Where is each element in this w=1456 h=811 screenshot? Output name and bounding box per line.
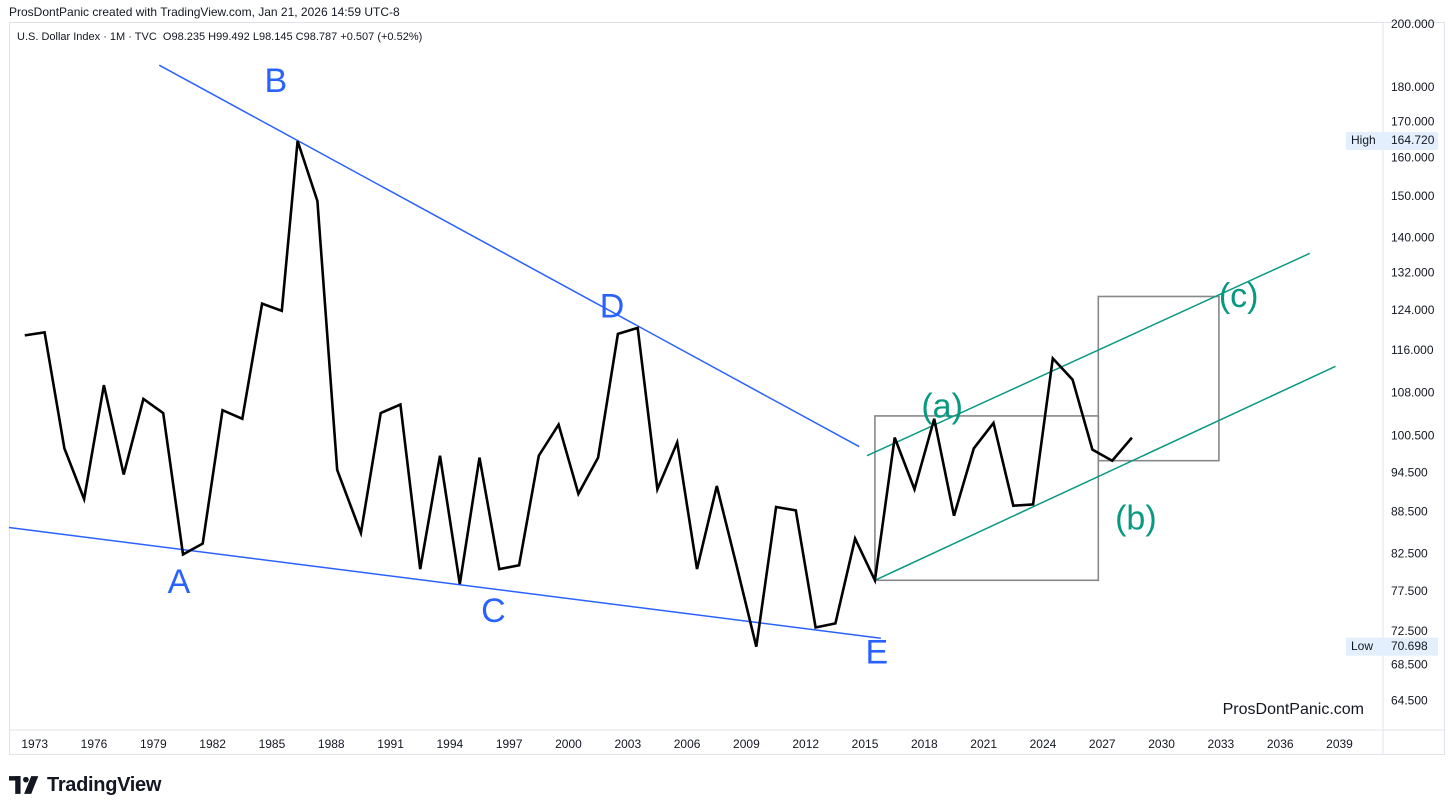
- price-tick-label: 88.500: [1391, 505, 1428, 519]
- price-tick-label: 132.000: [1391, 266, 1435, 280]
- tradingview-logo-text[interactable]: TradingView: [47, 773, 162, 796]
- time-tick-label: 1976: [81, 737, 108, 751]
- time-tick-label: 1982: [199, 737, 226, 751]
- price-tick-label: 64.500: [1391, 694, 1428, 708]
- time-tick-label: 2036: [1267, 737, 1294, 751]
- price-tick-label: 77.500: [1391, 584, 1428, 598]
- legend-symbol[interactable]: U.S. Dollar Index · 1M · TVC: [17, 31, 157, 43]
- triangle-trendline[interactable]: [8, 526, 881, 640]
- legend-open: O98.235: [162, 31, 206, 43]
- price-tick-label: 72.500: [1391, 624, 1428, 638]
- price-tick-label: 160.000: [1391, 151, 1435, 165]
- price-tick-label: 100.500: [1391, 429, 1435, 443]
- triangle-trendline[interactable]: [158, 64, 860, 448]
- legend-low: L98.145: [252, 31, 293, 43]
- time-tick-label: 1994: [437, 737, 464, 751]
- low-tag-label: Low: [1351, 639, 1373, 653]
- time-tick-label: 2033: [1208, 737, 1235, 751]
- price-tick-label: 124.000: [1391, 303, 1435, 317]
- attribution-text: ProsDontPanic created with TradingView.c…: [9, 5, 400, 19]
- time-tick-label: 2027: [1089, 737, 1116, 751]
- price-tick-label: 170.000: [1391, 114, 1435, 128]
- high-tag-label: High: [1351, 133, 1376, 147]
- time-tick-label: 1973: [21, 737, 48, 751]
- symbol-legend: U.S. Dollar Index · 1M · TVC O98.235 H99…: [17, 31, 422, 43]
- high-price-tag[interactable]: [1346, 132, 1438, 151]
- price-tick-label: 94.500: [1391, 465, 1428, 479]
- channel-trendline[interactable]: [874, 365, 1336, 581]
- wave-label[interactable]: (c): [1219, 277, 1259, 315]
- price-tick-label: 140.000: [1391, 230, 1435, 244]
- tradingview-logo-icon[interactable]: [9, 776, 41, 794]
- time-tick-label: 1985: [259, 737, 286, 751]
- time-tick-label: 1997: [496, 737, 523, 751]
- time-tick-label: 2009: [733, 737, 760, 751]
- time-tick-label: 1988: [318, 737, 345, 751]
- footer: TradingView: [9, 770, 161, 800]
- price-tick-label: 116.000: [1391, 343, 1434, 357]
- wave-label[interactable]: C: [481, 592, 506, 630]
- wave-label[interactable]: (b): [1115, 500, 1157, 538]
- high-tag-value: 164.720: [1391, 133, 1435, 147]
- time-tick-label: 2030: [1148, 737, 1175, 751]
- wave-label[interactable]: B: [265, 62, 288, 100]
- wave-label[interactable]: D: [600, 287, 625, 325]
- time-tick-label: 2039: [1326, 737, 1353, 751]
- time-tick-label: 2024: [1030, 737, 1057, 751]
- price-tick-label: 108.000: [1391, 386, 1435, 400]
- legend-high: H99.492: [208, 31, 250, 43]
- time-tick-label: 2018: [911, 737, 938, 751]
- wave-label[interactable]: (a): [921, 387, 963, 425]
- low-tag-value: 70.698: [1391, 639, 1428, 653]
- time-tick-label: 1991: [377, 737, 404, 751]
- low-price-tag[interactable]: [1346, 637, 1438, 656]
- channel-trendline[interactable]: [866, 252, 1311, 457]
- legend-close: C98.787: [295, 31, 338, 43]
- time-tick-label: 2015: [852, 737, 879, 751]
- time-tick-label: 1979: [140, 737, 167, 751]
- legend-change: +0.507 (+0.52%): [340, 31, 423, 43]
- time-tick-label: 2000: [555, 737, 582, 751]
- projection-box[interactable]: [874, 415, 1100, 582]
- price-tick-label: 200.000: [1391, 17, 1435, 31]
- chart-header: ProsDontPanic created with TradingView.c…: [0, 0, 1456, 24]
- price-series-line[interactable]: [24, 140, 1133, 648]
- time-tick-label: 2021: [970, 737, 997, 751]
- price-tick-label: 68.500: [1391, 658, 1428, 672]
- time-tick-label: 2012: [792, 737, 819, 751]
- price-tick-label: 180.000: [1391, 80, 1435, 94]
- wave-label[interactable]: E: [866, 633, 889, 671]
- watermark-text: ProsDontPanic.com: [1223, 701, 1364, 718]
- wave-label[interactable]: A: [168, 563, 191, 601]
- chart-pane[interactable]: [9, 22, 1445, 755]
- time-tick-label: 2003: [614, 737, 641, 751]
- projection-box[interactable]: [1097, 295, 1220, 462]
- price-tick-label: 150.000: [1391, 189, 1435, 203]
- price-tick-label: 82.500: [1391, 547, 1428, 561]
- time-tick-label: 2006: [674, 737, 701, 751]
